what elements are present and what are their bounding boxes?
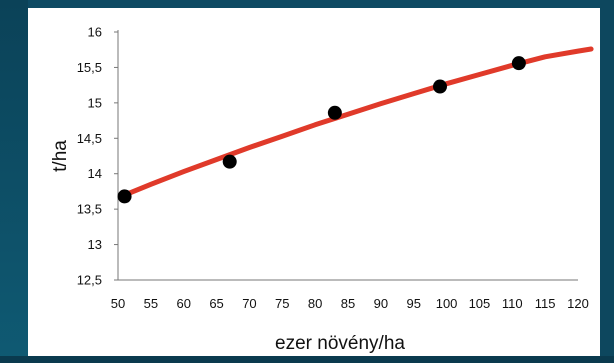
data-point <box>117 189 132 204</box>
x-tick-label: 100 <box>436 296 458 311</box>
trendline <box>122 46 594 198</box>
background-right-band <box>600 0 614 363</box>
x-tick-label: 85 <box>341 296 355 311</box>
axes-group <box>114 30 578 281</box>
trendline-group <box>122 46 594 198</box>
x-tick-label: 60 <box>176 296 190 311</box>
y-tick-label: 14,5 <box>77 131 102 146</box>
x-tick-label: 55 <box>144 296 158 311</box>
x-tick-label: 120 <box>567 296 589 311</box>
chart-panel: 12,5 13 13,5 14 14,5 15 15,5 16 50 55 60 65 70 75 80 8… <box>28 8 600 356</box>
scatter-chart: 12,5 13 13,5 14 14,5 15 15,5 16 50 55 60 65 70 75 80 8… <box>50 25 594 354</box>
x-tick-label: 70 <box>242 296 256 311</box>
background-left-band <box>0 0 28 363</box>
data-point <box>433 79 447 94</box>
y-tick-label: 13 <box>88 237 102 252</box>
y-axis-label: t/ha <box>50 140 71 172</box>
x-tick-label: 105 <box>469 296 491 311</box>
x-axis-label: ezer növény/ha <box>275 333 405 354</box>
y-tick-label: 12,5 <box>77 273 102 288</box>
x-tick-label: 80 <box>308 296 322 311</box>
y-tick-label: 13,5 <box>77 202 102 217</box>
x-tick-label: 90 <box>374 296 388 311</box>
x-tick-label: 110 <box>502 296 523 311</box>
data-point <box>327 105 342 120</box>
x-tick-label: 50 <box>111 296 125 311</box>
data-point <box>511 56 526 71</box>
data-point <box>222 154 237 169</box>
x-tick-label: 65 <box>209 296 223 311</box>
y-tick-label: 15,5 <box>77 60 102 75</box>
y-tick-label: 15 <box>88 95 102 110</box>
y-tick-label: 14 <box>88 166 102 181</box>
x-tick-label: 115 <box>535 296 556 311</box>
y-tick-labels: 12,5 13 13,5 14 14,5 15 15,5 16 <box>77 25 102 288</box>
data-points <box>117 56 526 204</box>
x-tick-label: 95 <box>406 296 420 311</box>
x-tick-label: 75 <box>275 296 289 311</box>
x-tick-labels: 50 55 60 65 70 75 80 85 90 95 100 105 110 115 120 <box>111 296 589 311</box>
y-tick-label: 16 <box>88 25 102 40</box>
background-bottom-band <box>0 356 614 363</box>
